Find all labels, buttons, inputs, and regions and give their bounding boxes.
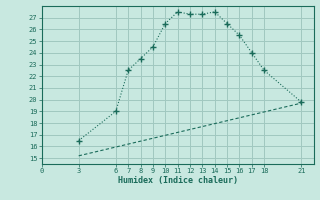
X-axis label: Humidex (Indice chaleur): Humidex (Indice chaleur) xyxy=(118,176,237,185)
